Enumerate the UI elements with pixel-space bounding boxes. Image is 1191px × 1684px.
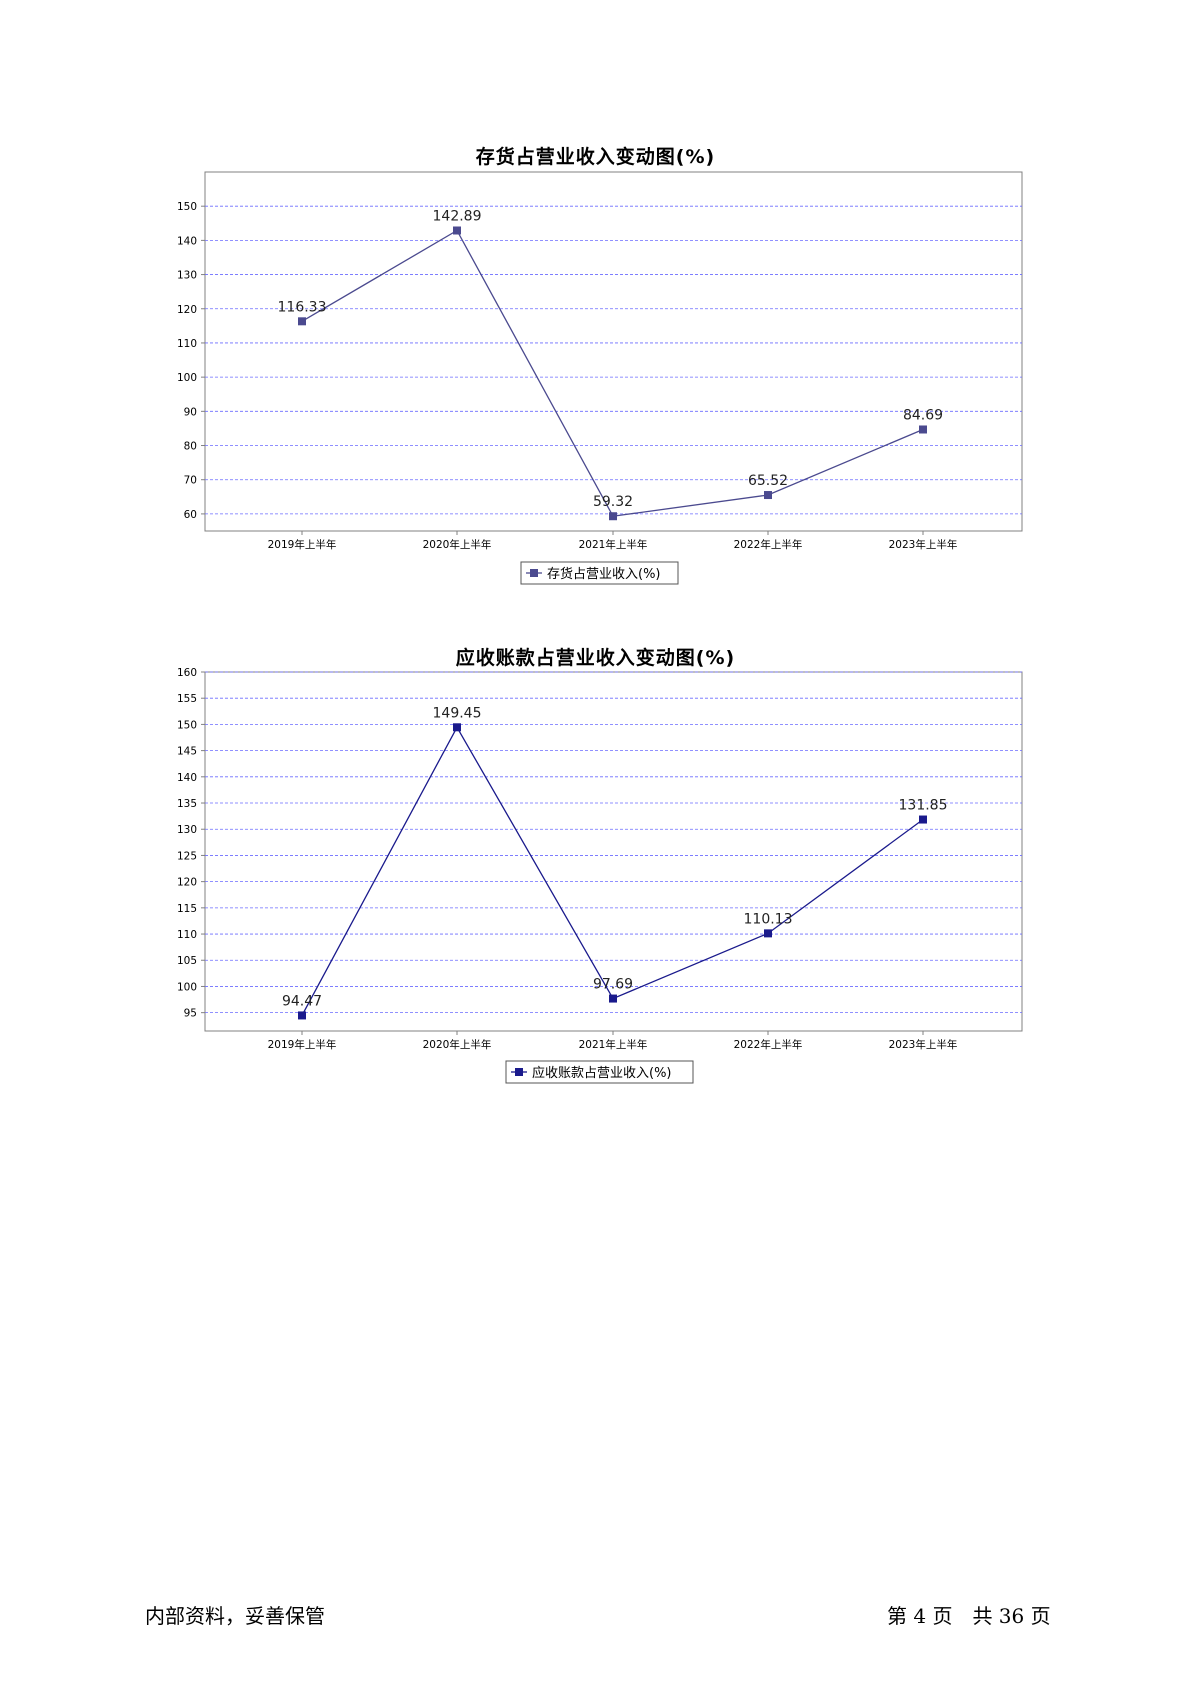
data-point [919, 425, 927, 434]
y-tick-label: 130 [177, 270, 197, 282]
data-label: 59.32 [593, 494, 633, 510]
y-tick-label: 130 [177, 824, 197, 836]
inventory-chart-svg: 60 70 80 90 100 110 120 130 140 150 2019年上半年 2020年上… [177, 171, 1023, 585]
x-tick-label: 2023年上半年 [889, 1038, 958, 1051]
data-point [298, 1011, 306, 1020]
y-tick-label: 145 [177, 746, 197, 758]
y-tick-label: 150 [177, 719, 197, 731]
data-point [298, 317, 306, 326]
y-tick-label: 160 [177, 667, 197, 679]
data-label: 149.45 [433, 705, 482, 721]
data-label: 65.52 [748, 473, 788, 489]
data-point [453, 723, 461, 732]
y-tick-label: 120 [177, 877, 197, 889]
x-tick-label: 2023年上半年 [889, 538, 958, 551]
legend-box [505, 1060, 694, 1084]
y-tick-label: 100 [177, 981, 197, 993]
data-point [609, 994, 617, 1003]
x-tick-label: 2019年上半年 [268, 538, 337, 551]
legend-marker [530, 569, 538, 577]
data-point [453, 226, 461, 235]
y-tick-label: 70 [184, 475, 197, 487]
y-tick-label: 90 [184, 406, 197, 418]
legend-label: 存货占营业收入(%) [547, 566, 661, 582]
y-tick-label: 125 [177, 850, 197, 862]
y-tick-label: 140 [177, 772, 197, 784]
series-line [301, 725, 924, 1016]
legend-box [520, 561, 679, 585]
chart-title: 存货占营业收入变动图(%) [475, 146, 716, 168]
x-tick-label: 2021年上半年 [579, 1038, 648, 1051]
y-tick-label: 115 [177, 903, 197, 915]
data-label: 142.89 [433, 208, 482, 224]
legend-marker [515, 1068, 523, 1076]
data-point [764, 929, 772, 938]
data-label: 116.33 [278, 299, 327, 315]
y-tick-label: 140 [177, 235, 197, 247]
data-label: 110.13 [744, 911, 793, 927]
y-tick-label: 95 [184, 1008, 197, 1020]
x-tick-label: 2019年上半年 [268, 1038, 337, 1051]
x-tick-label: 2022年上半年 [734, 1038, 803, 1051]
y-tick-label: 135 [177, 798, 197, 810]
chart-title: 应收账款占营业收入变动图(%) [455, 647, 736, 669]
data-label: 84.69 [903, 407, 943, 423]
data-point [609, 512, 617, 521]
y-tick-label: 155 [177, 693, 197, 705]
x-tick-label: 2020年上半年 [423, 538, 492, 551]
footer-page-number: 第 4 页 共 36 页 [887, 1604, 1051, 1628]
data-label: 94.47 [282, 993, 322, 1009]
y-tick-label: 110 [177, 338, 197, 350]
receivables-chart-svg: 95 100 105 110 115 120 125 130 135 140 145 150 155 16… [177, 667, 1023, 1084]
y-tick-label: 105 [177, 955, 197, 967]
y-tick-label: 120 [177, 304, 197, 316]
y-tick-label: 100 [177, 372, 197, 384]
data-label: 131.85 [899, 798, 948, 814]
data-label: 97.69 [593, 977, 633, 993]
y-tick-label: 80 [184, 441, 197, 453]
x-tick-label: 2020年上半年 [423, 1038, 492, 1051]
data-point [919, 815, 927, 824]
x-tick-label: 2021年上半年 [579, 538, 648, 551]
y-tick-label: 150 [177, 201, 197, 213]
y-tick-label: 110 [177, 929, 197, 941]
y-tick-label: 60 [184, 509, 197, 521]
data-point [764, 491, 772, 500]
x-tick-label: 2022年上半年 [734, 538, 803, 551]
footer-confidential: 内部资料，妥善保管 [145, 1604, 325, 1628]
legend-label: 应收账款占营业收入(%) [532, 1065, 672, 1081]
